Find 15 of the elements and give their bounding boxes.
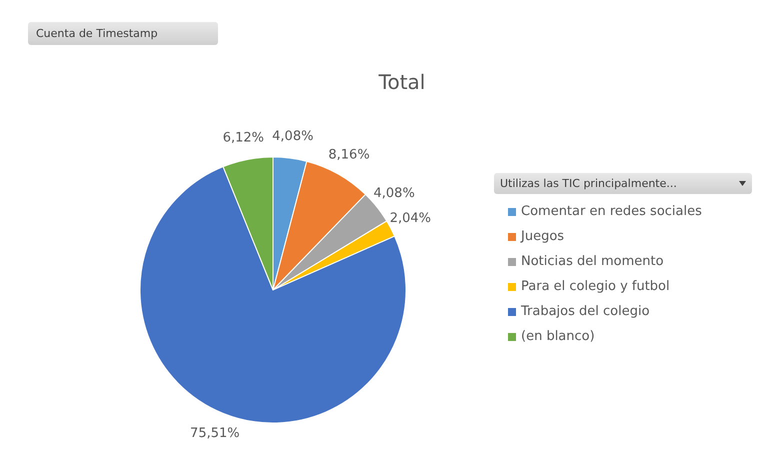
chart-title: Total xyxy=(378,70,426,94)
legend-label: Trabajos del colegio xyxy=(521,304,650,319)
legend-label: Juegos xyxy=(521,229,564,244)
legend-label: (en blanco) xyxy=(521,329,595,344)
data-label: 2,04% xyxy=(390,210,432,226)
data-label: 6,12% xyxy=(222,130,264,146)
data-label: 8,16% xyxy=(328,147,370,162)
legend-title: Utilizas las TIC principalmente... xyxy=(500,177,677,190)
legend-label: Noticias del momento xyxy=(521,254,664,269)
legend-label: Para el colegio y futbol xyxy=(521,279,670,294)
legend-label: Comentar en redes sociales xyxy=(521,204,702,219)
data-label: 4,08% xyxy=(374,186,415,201)
data-label: 75,51% xyxy=(190,426,240,442)
data-label: 4,08% xyxy=(272,128,314,144)
text: Cuenta de Timestamp xyxy=(28,22,218,45)
